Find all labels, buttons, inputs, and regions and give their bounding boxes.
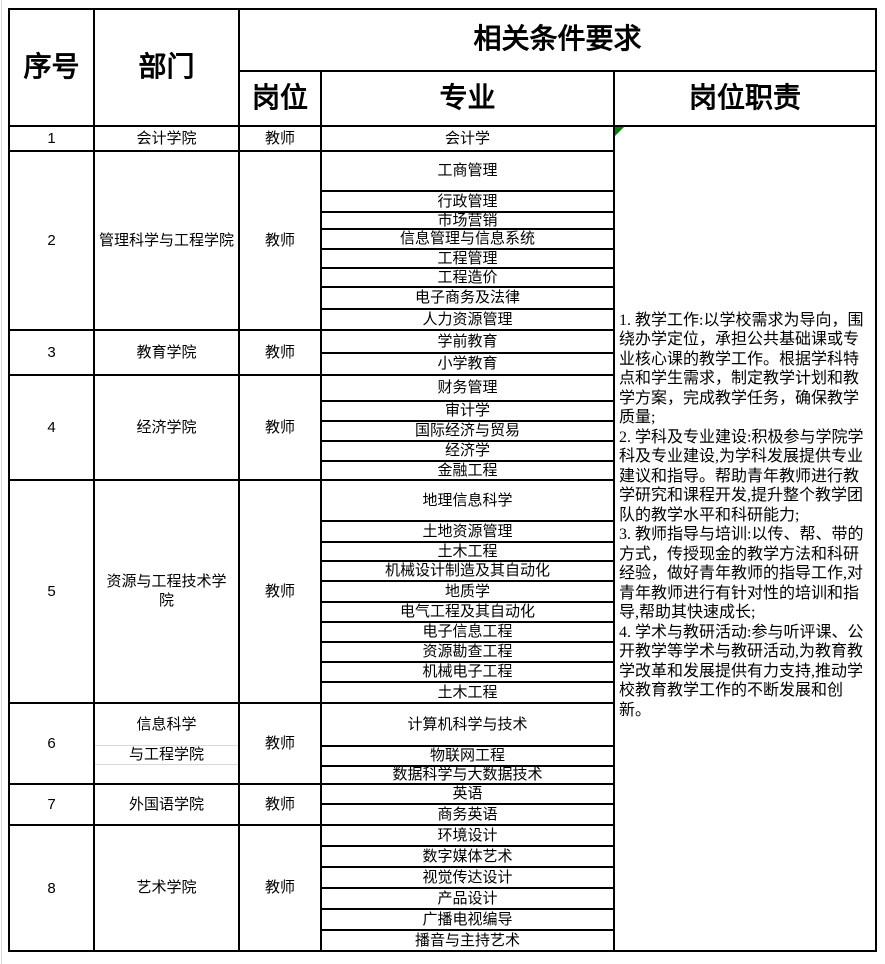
major-cell: 行政管理 xyxy=(322,192,615,213)
col-header-no: 序号 xyxy=(10,10,95,127)
major-cell: 广播电视编导 xyxy=(322,910,615,931)
row-1-post: 教师 xyxy=(240,127,322,152)
major-cell: 金融工程 xyxy=(322,462,615,481)
major-cell: 审计学 xyxy=(322,402,615,422)
major-cell: 数字媒体艺术 xyxy=(322,847,615,868)
row-6-dept: 信息科学 与工程学院 xyxy=(95,704,240,785)
major-cell: 地理信息科学 xyxy=(322,481,615,522)
major-cell: 学前教育 xyxy=(322,331,615,354)
major-cell: 电气工程及其自动化 xyxy=(322,603,615,623)
row-2-post: 教师 xyxy=(240,152,322,331)
major-cell: 国际经济与贸易 xyxy=(322,422,615,442)
row-5-dept: 资源与工程技术学 院 xyxy=(95,481,240,704)
major-cell: 财务管理 xyxy=(322,376,615,402)
dept-line: 与工程学院 xyxy=(95,746,238,765)
major-cell: 小学教育 xyxy=(322,354,615,376)
row-1-dept: 会计学院 xyxy=(95,127,240,152)
major-cell: 土木工程 xyxy=(322,683,615,704)
col-header-duty: 岗位职责 xyxy=(615,72,877,127)
major-cell: 工程造价 xyxy=(322,269,615,288)
duty-text: 1. 教学工作:以学校需求为导向，围绕办学定位，承担公共基础课或专业核心课的教学… xyxy=(615,311,875,721)
dept-line: 资源与工程技术学 xyxy=(106,573,227,590)
major-cell: 视觉传达设计 xyxy=(322,868,615,889)
major-cell: 经济学 xyxy=(322,442,615,462)
major-cell: 数据科学与大数据技术 xyxy=(322,767,615,785)
duty-paragraph: 4. 学术与教研活动:参与听评课、公开教学等学术与教研活动,为教育教学改革和发展… xyxy=(619,623,864,719)
major-cell: 土地资源管理 xyxy=(322,522,615,543)
major-cell: 电子信息工程 xyxy=(322,623,615,643)
col-header-conditions: 相关条件要求 xyxy=(240,10,877,72)
sheet-gridline xyxy=(1,0,2,964)
row-3-dept: 教育学院 xyxy=(95,331,240,376)
major-cell: 商务英语 xyxy=(322,805,615,826)
major-cell: 英语 xyxy=(322,785,615,805)
major-cell: 机械设计制造及其自动化 xyxy=(322,562,615,582)
row-2-no: 2 xyxy=(10,152,95,331)
row-6-post: 教师 xyxy=(240,704,322,785)
row-4-post: 教师 xyxy=(240,376,322,481)
dept-line: 院 xyxy=(158,592,174,609)
major-cell: 计算机科学与技术 xyxy=(322,704,615,747)
row-2-dept: 管理科学与工程学院 xyxy=(95,152,240,331)
row-8-post: 教师 xyxy=(240,826,322,952)
major-cell: 电子商务及法律 xyxy=(322,288,615,310)
row-7-post: 教师 xyxy=(240,785,322,826)
dept-line: 信息科学 xyxy=(95,704,238,746)
major-cell: 会计学 xyxy=(322,127,615,152)
row-8-dept: 艺术学院 xyxy=(95,826,240,952)
row-4-dept: 经济学院 xyxy=(95,376,240,481)
major-cell: 工程管理 xyxy=(322,250,615,269)
major-cell: 人力资源管理 xyxy=(322,310,615,331)
major-cell: 播音与主持艺术 xyxy=(322,931,615,952)
duty-paragraph: 2. 学科及专业建设:积极参与学院学科及专业建设,为学科发展提供专业建议和指导。… xyxy=(619,428,864,524)
duty-cell: 1. 教学工作:以学校需求为导向，围绕办学定位，承担公共基础课或专业核心课的教学… xyxy=(615,127,877,952)
major-cell: 信息管理与信息系统 xyxy=(322,230,615,250)
duty-paragraph: 1. 教学工作:以学校需求为导向，围绕办学定位，承担公共基础课或专业核心课的教学… xyxy=(619,311,864,427)
col-header-major: 专业 xyxy=(322,72,615,127)
row-7-dept: 外国语学院 xyxy=(95,785,240,826)
row-4-no: 4 xyxy=(10,376,95,481)
major-cell: 机械电子工程 xyxy=(322,663,615,683)
row-5-no: 5 xyxy=(10,481,95,704)
row-1-no: 1 xyxy=(10,127,95,152)
row-6-no: 6 xyxy=(10,704,95,785)
major-cell: 产品设计 xyxy=(322,889,615,910)
row-8-no: 8 xyxy=(10,826,95,952)
dept-line-empty xyxy=(95,765,238,783)
major-cell: 市场营销 xyxy=(322,213,615,230)
major-cell: 资源勘查工程 xyxy=(322,643,615,663)
major-cell: 地质学 xyxy=(322,582,615,603)
col-header-post: 岗位 xyxy=(240,72,322,127)
major-cell: 工商管理 xyxy=(322,152,615,192)
col-header-dept: 部门 xyxy=(95,10,240,127)
row-5-post: 教师 xyxy=(240,481,322,704)
major-cell: 物联网工程 xyxy=(322,747,615,767)
duty-paragraph: 3. 教师指导与培训:以传、帮、带的方式，传授现金的教学方法和科研经验，做好青年… xyxy=(619,526,864,622)
row-7-no: 7 xyxy=(10,785,95,826)
recruitment-table: 序号 部门 相关条件要求 岗位 专业 岗位职责 1 会计学院 教师 会计学 2 … xyxy=(8,8,877,952)
major-cell: 环境设计 xyxy=(322,826,615,847)
comment-triangle-icon xyxy=(615,127,624,136)
row-3-post: 教师 xyxy=(240,331,322,376)
major-cell: 土木工程 xyxy=(322,543,615,562)
row-3-no: 3 xyxy=(10,331,95,376)
